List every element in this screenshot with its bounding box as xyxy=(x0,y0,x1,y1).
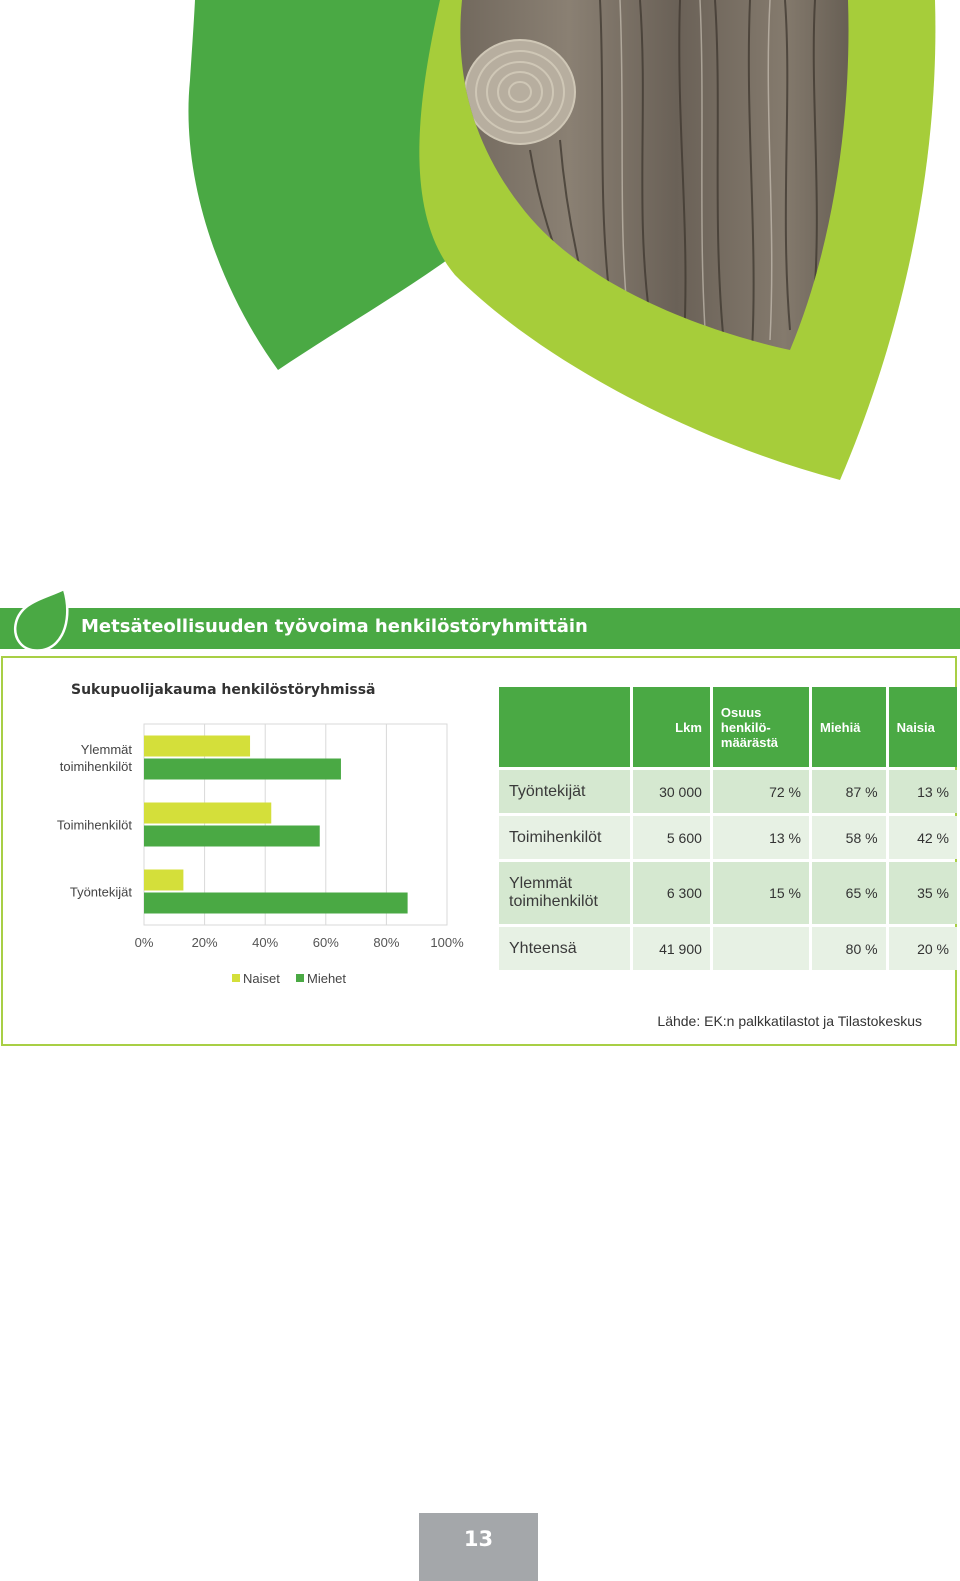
table-row: Ylemmät toimihenkilöt 6 300 15 % 65 % 35 % xyxy=(499,862,957,924)
legend-label: Naiset xyxy=(243,971,280,986)
bar-naiset xyxy=(144,735,251,757)
cell-lkm: 41 900 xyxy=(632,927,710,970)
gender-distribution-chart: 0% 20% 40% 60% 80% 100% Ylemmät toimihenkilöt To… xyxy=(57,723,464,986)
bar-miehet xyxy=(144,758,341,780)
row-label-text: Työntekijät xyxy=(509,782,586,800)
row-label: Työntekijät xyxy=(499,770,630,813)
cell-miehia: 80 % xyxy=(811,927,886,970)
section-header-bar xyxy=(0,608,960,649)
header-text: Osuus xyxy=(720,704,762,720)
table-header-row: Lkm Osuus henkilö-määrästä Miehiä Naisia xyxy=(499,687,957,767)
x-tick-label: 60% xyxy=(313,935,339,950)
cell-naisia: 35 % xyxy=(888,862,957,924)
row-label: Ylemmät toimihenkilöt xyxy=(499,862,630,924)
cell-osuus: 72 % xyxy=(712,770,809,813)
x-tick-label: 0% xyxy=(135,935,154,950)
x-tick-label: 100% xyxy=(430,935,464,950)
category-label: toimihenkilöt xyxy=(60,759,133,774)
cell-osuus: 13 % xyxy=(712,816,809,859)
x-tick-label: 20% xyxy=(192,935,218,950)
row-label-text: Toimihenkilöt xyxy=(509,828,602,846)
cell-lkm: 6 300 xyxy=(632,862,710,924)
hero-decoration xyxy=(188,0,936,480)
legend-label: Miehet xyxy=(307,971,346,986)
table-row: Työntekijät 30 000 72 % 87 % 13 % xyxy=(499,770,957,813)
legend-swatch-miehet xyxy=(296,974,304,982)
cell-miehia: 58 % xyxy=(811,816,886,859)
bar-naiset xyxy=(144,802,272,824)
header-blank xyxy=(499,687,630,767)
legend-swatch-naiset xyxy=(232,974,240,982)
header-text: määrästä xyxy=(720,734,779,750)
category-label: Toimihenkilöt xyxy=(57,818,133,833)
cell-lkm: 30 000 xyxy=(632,770,710,813)
row-label: Toimihenkilöt xyxy=(499,816,630,859)
cell-lkm: 5 600 xyxy=(632,816,710,859)
source-note: Lähde: EK:n palkkatilastot ja Tilastokes… xyxy=(657,1013,922,1029)
row-label-text: Yhteensä xyxy=(509,939,577,957)
chart-title: Sukupuolijakauma henkilöstöryhmissä xyxy=(71,682,376,698)
header-text: Lkm xyxy=(675,719,702,735)
table-row: Yhteensä 41 900 80 % 20 % xyxy=(499,927,957,970)
header-text: Miehiä xyxy=(819,719,861,735)
header-naisia: Naisia xyxy=(888,687,957,767)
wood-knot xyxy=(464,39,576,145)
cell-miehia: 87 % xyxy=(811,770,886,813)
page-number-box xyxy=(419,1513,538,1581)
cell-miehia: 65 % xyxy=(811,862,886,924)
bar-naiset xyxy=(144,869,184,891)
category-label: Ylemmät xyxy=(81,742,133,757)
section-title: Metsäteollisuuden työvoima henkilöstöryh… xyxy=(81,616,588,637)
bar-miehet xyxy=(144,825,320,847)
page-number: 13 xyxy=(463,1527,494,1551)
wood-texture xyxy=(460,0,849,350)
personnel-table: Lkm Osuus henkilö-määrästä Miehiä Naisia Työ… xyxy=(496,684,960,973)
header-text: henkilö- xyxy=(720,719,771,735)
cell-osuus: 15 % xyxy=(712,862,809,924)
row-label: Yhteensä xyxy=(499,927,630,970)
category-label: Työntekijät xyxy=(70,885,133,900)
x-tick-label: 40% xyxy=(252,935,278,950)
table-row: Toimihenkilöt 5 600 13 % 58 % 42 % xyxy=(499,816,957,859)
header-osuus: Osuus henkilö-määrästä xyxy=(712,687,809,767)
cell-naisia: 42 % xyxy=(888,816,957,859)
bar-miehet xyxy=(144,892,408,914)
cell-naisia: 13 % xyxy=(888,770,957,813)
row-label-text: toimihenkilöt xyxy=(509,893,598,910)
header-miehia: Miehiä xyxy=(811,687,886,767)
leaf-icon xyxy=(13,587,69,652)
cell-naisia: 20 % xyxy=(888,927,957,970)
x-tick-label: 80% xyxy=(373,935,399,950)
header-lkm: Lkm xyxy=(632,687,710,767)
cell-osuus xyxy=(712,927,809,970)
header-text: Naisia xyxy=(896,719,935,735)
row-label-text: Ylemmät xyxy=(509,875,573,892)
